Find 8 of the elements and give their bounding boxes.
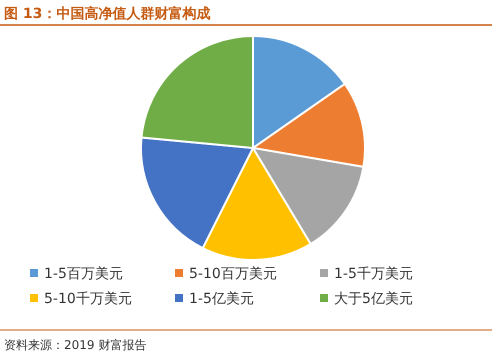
chart-title: 图 13：中国高净值人群财富构成 [4,5,210,22]
legend-label: 5-10百万美元 [189,266,277,282]
legend-label: 1-5亿美元 [189,291,254,307]
legend-label: 1-5百万美元 [44,266,123,282]
legend-label: 1-5千万美元 [334,266,413,282]
legend-label: 大于5亿美元 [334,291,413,307]
legend-label: 5-10千万美元 [44,291,132,307]
text: 资料来源：2019 财富报告 [4,338,146,352]
